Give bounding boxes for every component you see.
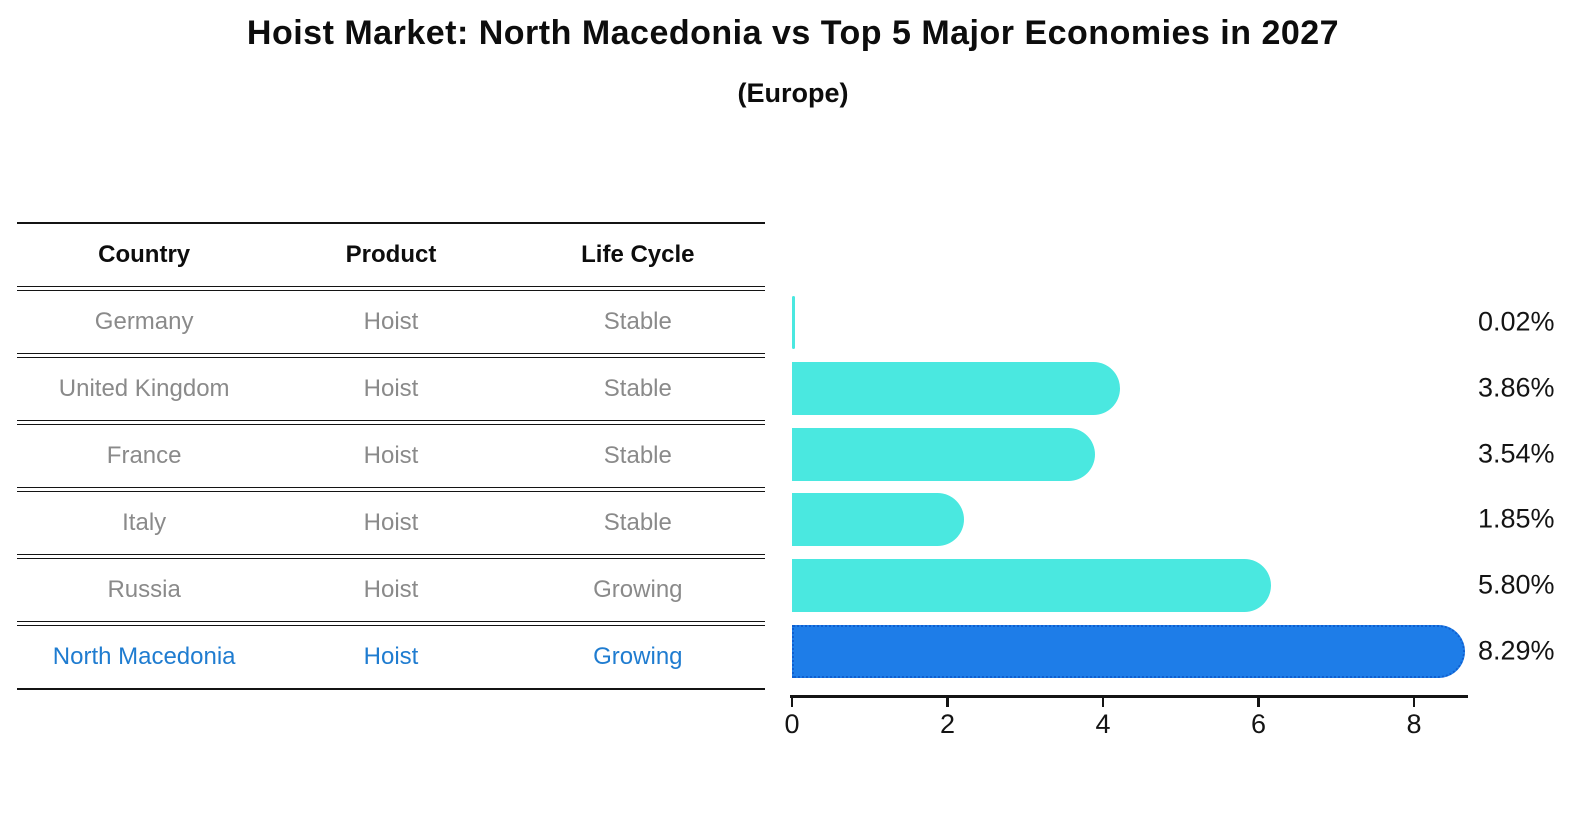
x-tick [1101,697,1105,707]
row-divider [17,621,765,626]
country-cell: North Macedonia [52,643,236,670]
product-cell: Hoist [363,442,419,469]
x-tick-label: 4 [1095,709,1111,739]
life-cycle-cell: Growing [593,643,683,670]
x-tick-label: 0 [784,709,800,739]
country-cell: Germany [94,308,194,335]
column-header-life-cycle: Life Cycle [581,241,695,268]
value-label: 0.02% [1478,306,1555,337]
value-label: 3.54% [1478,438,1555,469]
bar-united-kingdom [792,361,1121,415]
value-label: 3.86% [1478,372,1555,403]
x-tick [946,697,949,707]
page-title: Hoist Market: North Macedonia vs Top 5 M… [246,14,1340,52]
life-cycle-cell: Stable [603,442,672,469]
x-axis [790,695,1468,698]
column-header-product: Product [345,241,437,268]
country-cell: France [106,442,182,469]
row-divider [17,420,765,425]
country-table: Country Product Life Cycle Germany Hoist… [17,222,765,690]
product-cell: Hoist [363,576,419,603]
country-cell: Russia [107,576,181,603]
table-row-france: France Hoist Stable [17,425,765,487]
bar-russia [792,558,1271,612]
x-tick [790,697,794,707]
column-header-country: Country [98,241,191,268]
country-cell: Italy [122,509,167,536]
row-divider [17,286,765,291]
table-row-germany: Germany Hoist Stable [17,291,765,353]
table-header-row: Country Product Life Cycle [17,224,765,286]
life-cycle-cell: Stable [603,375,672,402]
row-divider [17,487,765,492]
table-row-north-macedonia: North Macedonia Hoist Growing [17,626,765,688]
product-cell: Hoist [363,375,419,402]
value-label: 8.29% [1478,635,1555,666]
x-tick [1412,697,1416,707]
bar-france [792,427,1096,481]
table-row-russia: Russia Hoist Growing [17,559,765,621]
bar-north-macedonia [792,624,1465,678]
country-cell: United Kingdom [58,375,230,402]
value-label: 1.85% [1478,503,1555,534]
x-tick [1257,697,1260,707]
life-cycle-cell: Stable [603,509,672,536]
life-cycle-cell: Growing [593,576,683,603]
life-cycle-cell: Stable [603,308,672,335]
x-tick-label: 2 [939,709,956,739]
product-cell: Hoist [363,308,419,335]
x-tick-label: 8 [1406,709,1422,739]
bar-italy [792,492,964,546]
bar-germany [792,295,796,349]
table-bottom-rule [17,688,765,690]
table-row-united-kingdom: United Kingdom Hoist Stable [17,358,765,420]
page-subtitle: (Europe) [737,78,849,108]
table-row-italy: Italy Hoist Stable [17,492,765,554]
product-cell: Hoist [363,509,419,536]
product-cell: Hoist [363,643,419,670]
x-tick-label: 6 [1250,709,1267,739]
value-label: 5.80% [1478,569,1555,600]
table-top-rule [17,222,765,224]
row-divider [17,554,765,559]
row-divider [17,353,765,358]
